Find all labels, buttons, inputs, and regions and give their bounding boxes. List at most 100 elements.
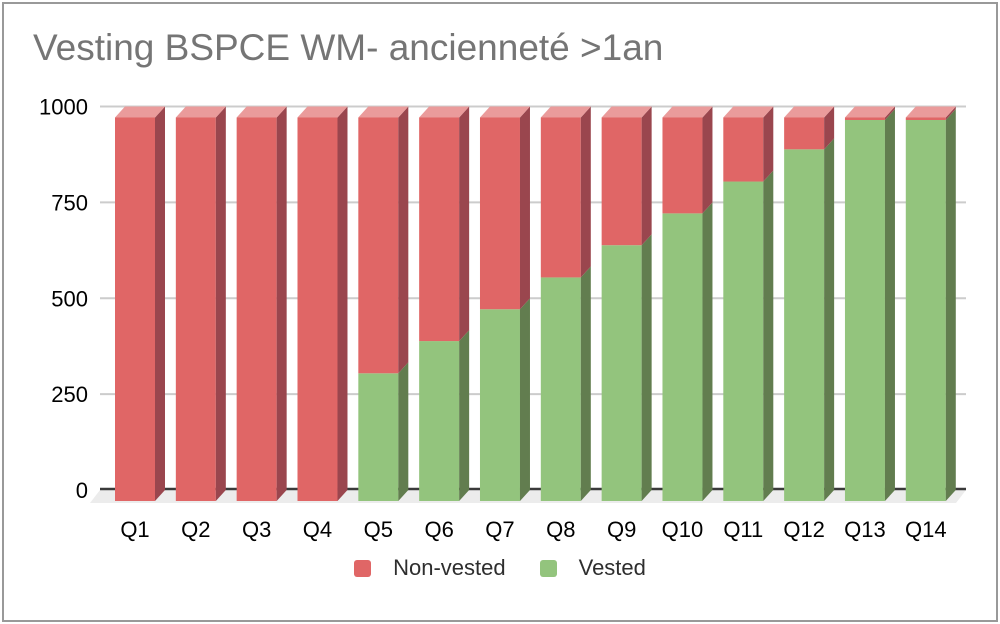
vested-segment [662, 213, 703, 501]
non-vested-segment [115, 117, 155, 501]
x-category-label: Q14 [905, 517, 947, 542]
vested-segment [723, 181, 764, 501]
non-vested-segment [175, 117, 216, 501]
y-tick-label: 500 [51, 286, 88, 311]
bar-top-face [419, 106, 470, 118]
vested-segment-side [519, 298, 530, 501]
non-vested-segment [601, 117, 642, 246]
non-vested-segment [723, 117, 764, 182]
vested-segment-side [763, 170, 774, 501]
x-category-label: Q5 [364, 517, 393, 542]
bar-top-face [540, 106, 591, 118]
x-category-label: Q13 [844, 517, 886, 542]
vested-segment-side [945, 109, 956, 501]
non-vested-segment-side [276, 106, 287, 501]
non-vested-segment-side [641, 106, 652, 246]
non-vested-segment-side [519, 106, 530, 310]
bar-Q7[interactable] [479, 106, 530, 502]
bar-Q10[interactable] [662, 106, 713, 502]
non-vested-segment-side [702, 106, 713, 214]
non-vested-segment-side [398, 106, 409, 374]
bar-Q13[interactable] [844, 106, 895, 502]
bar-top-face [844, 106, 895, 118]
non-vested-segment-side [459, 106, 470, 342]
bar-Q8[interactable] [540, 106, 591, 502]
chart-title: Vesting BSPCE WM- ancienneté >1an [33, 27, 664, 68]
vested-segment-side [580, 266, 591, 501]
bar-top-face [601, 106, 652, 118]
bar-Q4[interactable] [297, 106, 348, 502]
vested-segment [540, 277, 581, 501]
x-category-label: Q6 [424, 517, 453, 542]
non-vested-segment [844, 117, 885, 120]
bar-Q14[interactable] [905, 106, 956, 502]
x-category-label: Q2 [181, 517, 210, 542]
non-vested-segment-side [884, 106, 895, 120]
non-vested-segment-side [824, 106, 835, 150]
bar-Q5[interactable] [358, 106, 409, 502]
vested-segment [844, 120, 885, 501]
x-category-label: Q1 [120, 517, 149, 542]
legend-label-vested: Vested [578, 555, 646, 580]
non-vested-segment-side [945, 106, 956, 120]
x-category-label: Q8 [546, 517, 575, 542]
non-vested-segment-side [580, 106, 591, 278]
x-category-label: Q7 [485, 517, 514, 542]
vested-segment [479, 309, 520, 501]
vested-swatch-icon [539, 559, 557, 577]
non-vested-segment [236, 117, 277, 501]
vested-segment [358, 373, 399, 501]
bar-top-face [297, 106, 348, 118]
x-category-label: Q9 [607, 517, 636, 542]
legend-label-non-vested: Non-vested [393, 555, 506, 580]
vested-segment-side [824, 138, 835, 501]
vested-segment-side [641, 234, 652, 501]
bar-top-face [115, 106, 165, 118]
vested-segment [601, 245, 642, 501]
vested-segment [905, 120, 946, 501]
bar-top-face [905, 106, 956, 118]
bar-Q11[interactable] [723, 106, 774, 502]
y-tick-label: 1000 [39, 95, 88, 120]
bar-top-face [236, 106, 287, 118]
bar-Q3[interactable] [236, 106, 287, 502]
bar-top-face [358, 106, 409, 118]
legend-item-non-vested[interactable]: Non-vested [354, 555, 506, 581]
vested-segment [419, 341, 460, 501]
non-vested-swatch-icon [354, 559, 372, 577]
bar-Q9[interactable] [601, 106, 652, 502]
non-vested-segment [358, 117, 399, 374]
non-vested-segment [297, 117, 338, 501]
x-category-label: Q3 [242, 517, 271, 542]
bar-Q2[interactable] [175, 106, 226, 502]
non-vested-segment-side [763, 106, 774, 182]
non-vested-segment [662, 117, 703, 214]
legend-item-vested[interactable]: Vested [539, 555, 646, 581]
chart-legend: Non-vested Vested [0, 555, 1000, 581]
x-category-label: Q12 [783, 517, 825, 542]
x-category-label: Q4 [303, 517, 332, 542]
vested-segment-side [398, 362, 409, 501]
non-vested-segment [479, 117, 520, 310]
bar-Q12[interactable] [784, 106, 835, 502]
bar-top-face [784, 106, 835, 118]
vested-segment-side [702, 202, 713, 501]
non-vested-segment-side [155, 106, 165, 501]
bar-Q6[interactable] [419, 106, 470, 502]
x-category-label: Q11 [723, 517, 763, 542]
vested-segment-side [884, 109, 895, 501]
bar-Q1[interactable] [115, 106, 165, 502]
non-vested-segment-side [215, 106, 226, 501]
y-tick-label: 0 [76, 478, 88, 503]
non-vested-segment [419, 117, 460, 342]
non-vested-segment-side [337, 106, 348, 501]
non-vested-segment [540, 117, 581, 278]
y-tick-label: 250 [51, 382, 88, 407]
non-vested-segment [905, 117, 946, 120]
vested-segment-side [459, 330, 470, 501]
y-tick-label: 750 [51, 190, 88, 215]
bar-top-face [175, 106, 226, 118]
non-vested-segment [784, 117, 825, 150]
vested-segment [784, 149, 825, 501]
